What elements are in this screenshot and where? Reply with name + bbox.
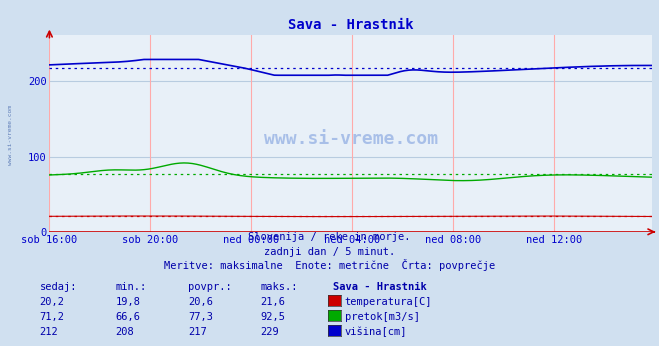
Text: Meritve: maksimalne  Enote: metrične  Črta: povprečje: Meritve: maksimalne Enote: metrične Črta…: [164, 259, 495, 271]
Text: 77,3: 77,3: [188, 312, 213, 322]
Text: pretok[m3/s]: pretok[m3/s]: [345, 312, 420, 322]
Text: www.si-vreme.com: www.si-vreme.com: [264, 130, 438, 148]
Text: 66,6: 66,6: [115, 312, 140, 322]
Text: 20,2: 20,2: [40, 297, 65, 307]
Text: 208: 208: [115, 327, 134, 337]
Text: 21,6: 21,6: [260, 297, 285, 307]
Text: www.si-vreme.com: www.si-vreme.com: [8, 105, 13, 165]
Text: zadnji dan / 5 minut.: zadnji dan / 5 minut.: [264, 247, 395, 257]
Text: 71,2: 71,2: [40, 312, 65, 322]
Text: povpr.:: povpr.:: [188, 282, 231, 292]
Text: 229: 229: [260, 327, 279, 337]
Text: maks.:: maks.:: [260, 282, 298, 292]
Text: 212: 212: [40, 327, 58, 337]
Text: 92,5: 92,5: [260, 312, 285, 322]
Text: Sava - Hrastnik: Sava - Hrastnik: [333, 282, 426, 292]
Text: min.:: min.:: [115, 282, 146, 292]
Text: višina[cm]: višina[cm]: [345, 327, 407, 337]
Text: 19,8: 19,8: [115, 297, 140, 307]
Title: Sava - Hrastnik: Sava - Hrastnik: [288, 18, 414, 32]
Text: temperatura[C]: temperatura[C]: [345, 297, 432, 307]
Text: 20,6: 20,6: [188, 297, 213, 307]
Text: 217: 217: [188, 327, 206, 337]
Text: Slovenija / reke in morje.: Slovenija / reke in morje.: [248, 233, 411, 243]
Text: sedaj:: sedaj:: [40, 282, 77, 292]
